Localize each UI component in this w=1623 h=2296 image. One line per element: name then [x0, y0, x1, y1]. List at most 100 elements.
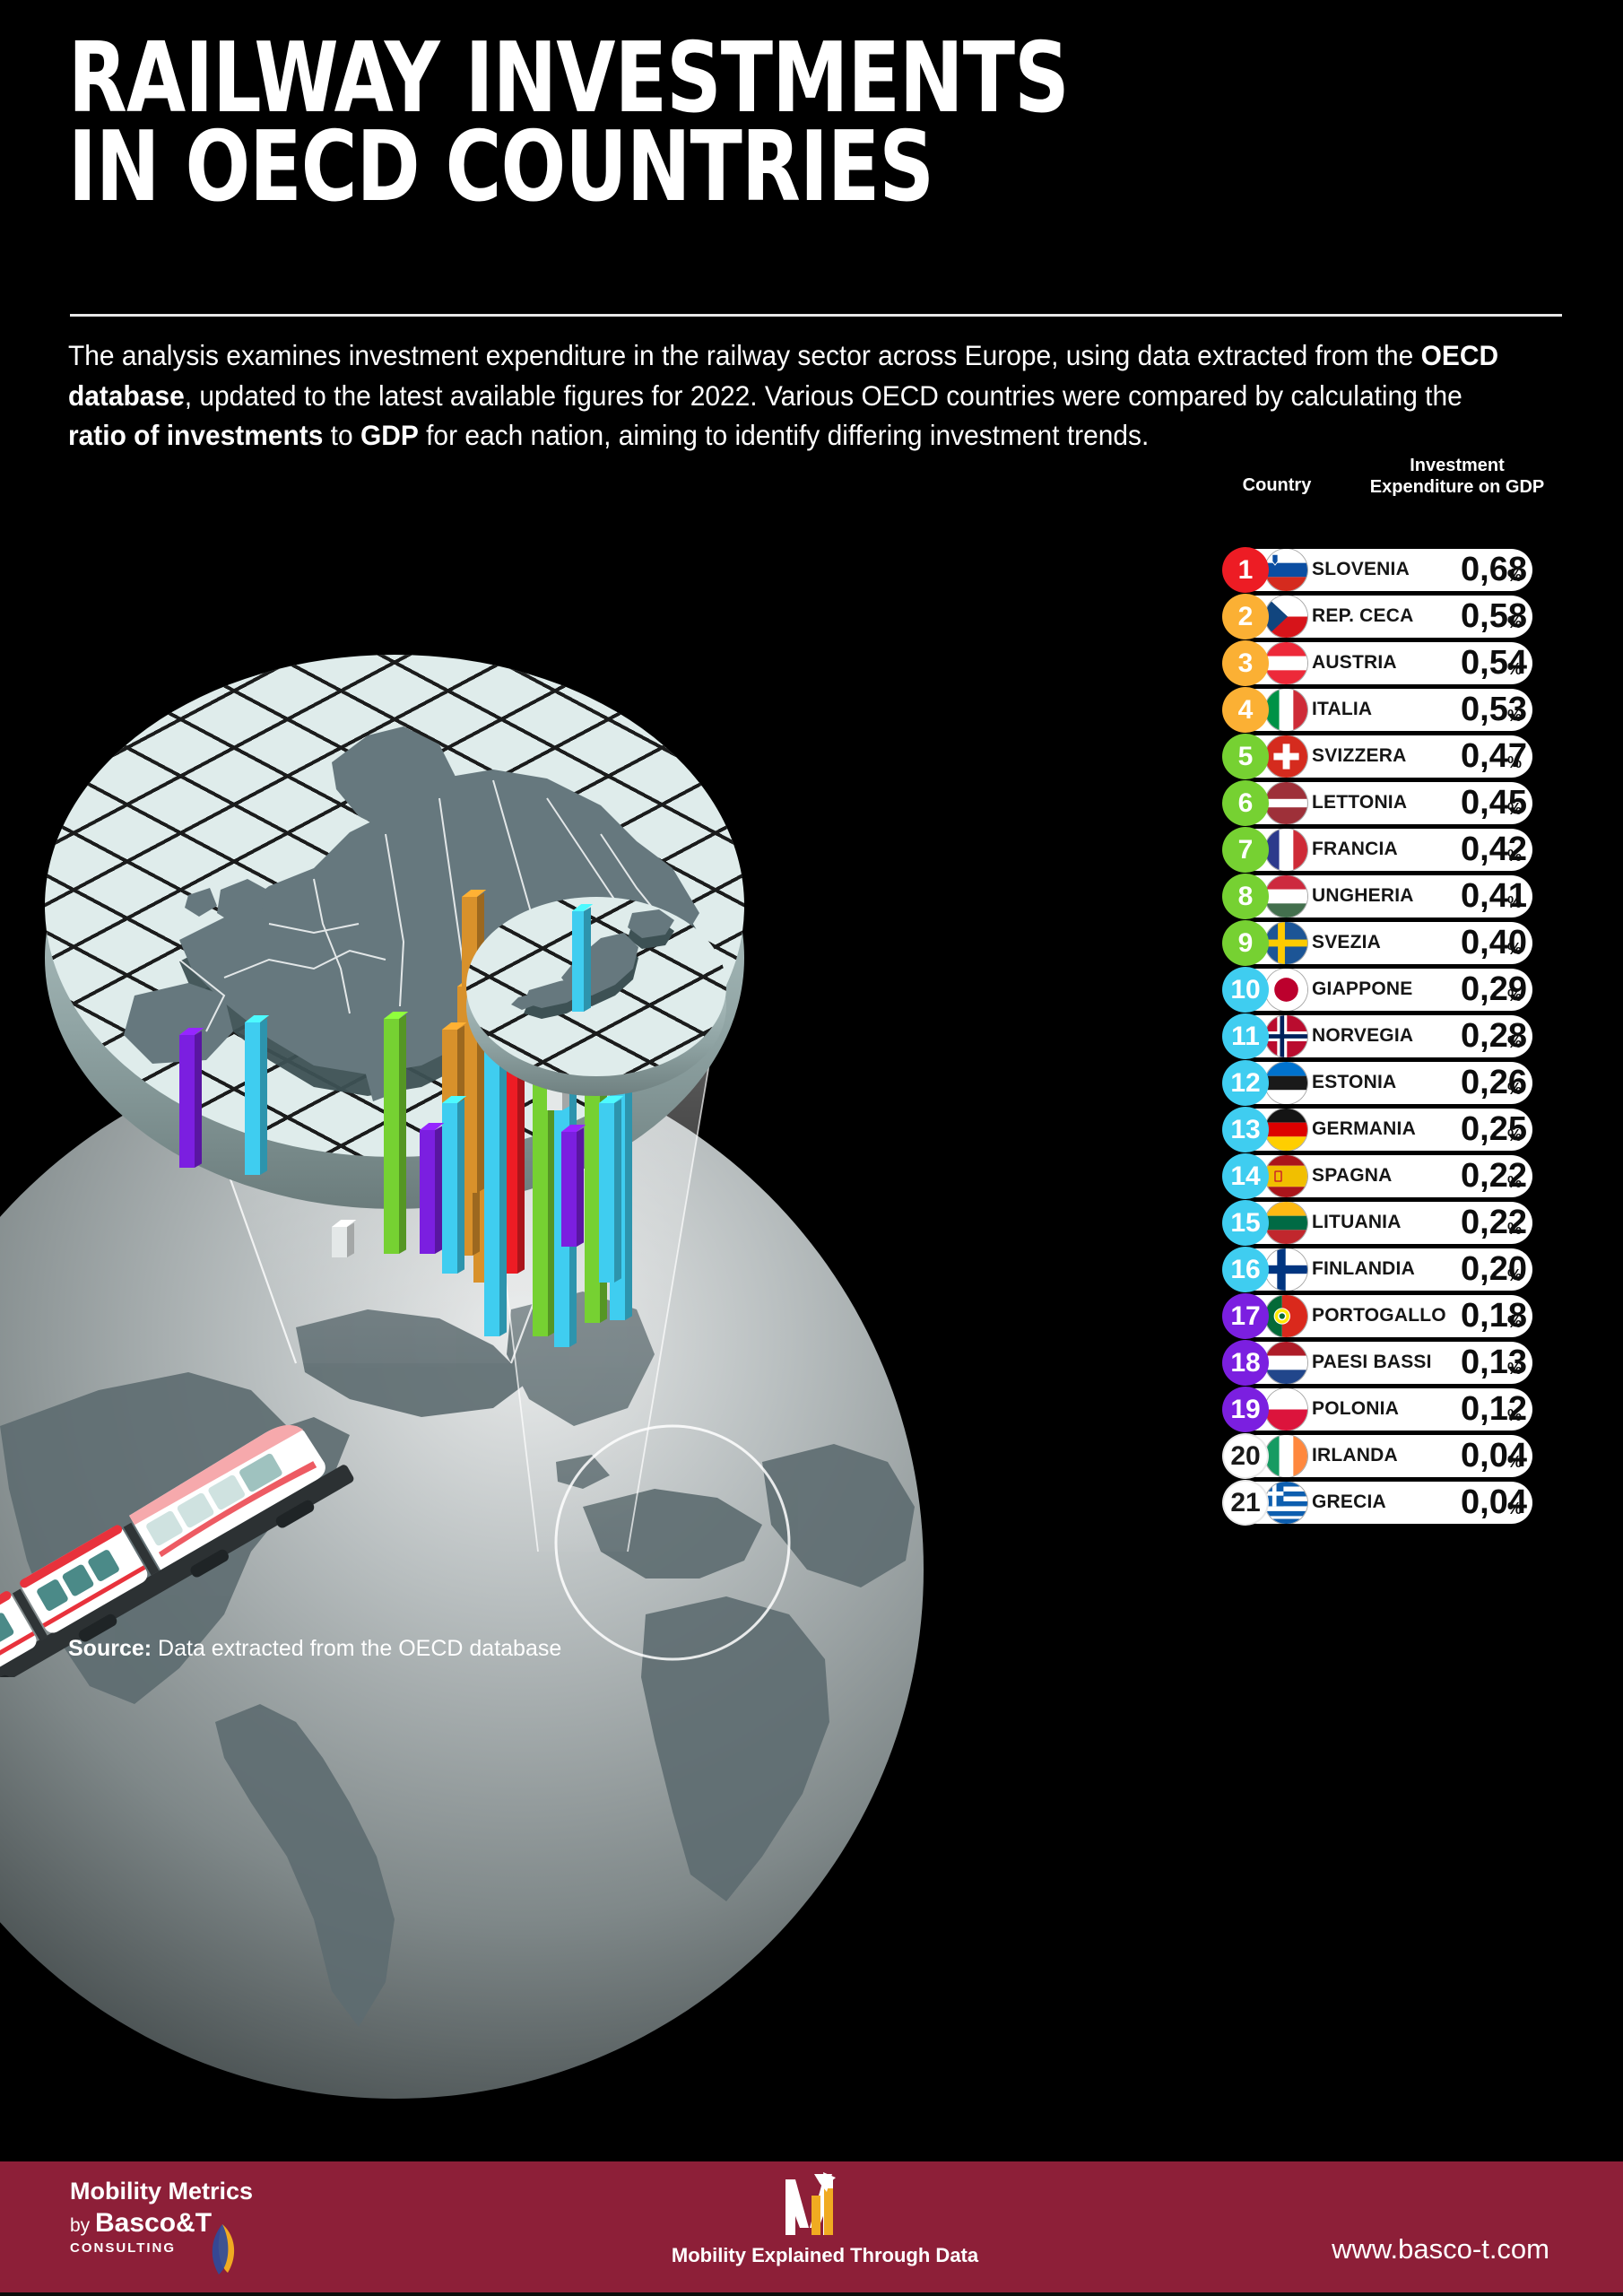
table-row[interactable]: 13 GERMANIA 0,25% — [1222, 1107, 1599, 1153]
country-name: ESTONIA — [1312, 1072, 1397, 1092]
rank-badge: 7 — [1222, 827, 1269, 873]
rank-badge: 16 — [1222, 1247, 1269, 1292]
flag-icon — [1265, 1435, 1307, 1477]
rank-badge: 2 — [1222, 594, 1269, 639]
country-name: IRLANDA — [1312, 1445, 1398, 1465]
map-bar-paesi-bassi — [420, 1123, 445, 1254]
footer-website: www.basco-t.com — [1332, 2233, 1549, 2265]
map-bar-norvegia — [484, 1031, 509, 1336]
brand-name: Basco&T — [95, 2208, 213, 2238]
intro-bold-ratio: ratio of investments — [68, 419, 324, 452]
country-name: SLOVENIA — [1312, 559, 1410, 579]
value-number: 0,04 — [1461, 1483, 1527, 1521]
rank-badge: 5 — [1222, 734, 1269, 779]
flag-icon — [1265, 1202, 1307, 1244]
value-number: 0,20 — [1461, 1250, 1527, 1288]
table-row[interactable]: 15 LITUANIA 0,22% — [1222, 1200, 1599, 1247]
value-number: 0,22 — [1461, 1157, 1527, 1195]
country-name: FINLANDIA — [1312, 1258, 1415, 1279]
brand-line-2: by Basco&T — [70, 2208, 366, 2239]
rank-badge: 6 — [1222, 780, 1269, 826]
percent-symbol: % — [1507, 567, 1523, 585]
value-number: 0,53 — [1461, 691, 1527, 728]
country-name: LITUANIA — [1312, 1212, 1402, 1232]
ranking-list: 1 SLOVENIA 0,68% 2 REP. CECA 0,58% 3 AUSTRIA 0,5… — [1222, 547, 1599, 1526]
country-name: POLONIA — [1312, 1398, 1400, 1419]
table-row[interactable]: 14 SPAGNA 0,22% — [1222, 1153, 1599, 1200]
rank-badge: 1 — [1222, 547, 1269, 593]
table-row[interactable]: 7 FRANCIA 0,42% — [1222, 827, 1599, 874]
flag-icon — [1265, 549, 1307, 591]
table-row[interactable]: 12 ESTONIA 0,26% — [1222, 1060, 1599, 1107]
table-row[interactable]: 3 AUSTRIA 0,54% — [1222, 640, 1599, 687]
intro-text-1: The analysis examines investment expendi… — [68, 339, 1421, 371]
title-divider — [70, 314, 1562, 317]
table-row[interactable]: 5 SVIZZERA 0,47% — [1222, 734, 1599, 780]
percent-symbol: % — [1507, 987, 1523, 1004]
value-number: 0,47 — [1461, 737, 1527, 775]
value-number: 0,28 — [1461, 1017, 1527, 1055]
footer-edge — [0, 2292, 1623, 2296]
rank-badge: 8 — [1222, 874, 1269, 919]
train-illustration — [0, 1425, 354, 1677]
value-number: 0,22 — [1461, 1204, 1527, 1241]
flag-icon — [1265, 735, 1307, 778]
column-header-value-line1: Investment — [1410, 456, 1505, 475]
column-header-value: Investment Expenditure on GDP — [1345, 456, 1569, 498]
table-row[interactable]: 4 ITALIA 0,53% — [1222, 687, 1599, 734]
country-name: AUSTRIA — [1312, 652, 1397, 673]
flag-icon — [1265, 782, 1307, 824]
table-row[interactable]: 6 LETTONIA 0,45% — [1222, 780, 1599, 827]
title-line-1: RAILWAY INVESTMENTS — [68, 22, 1070, 135]
percent-symbol: % — [1507, 1500, 1523, 1518]
flag-icon — [1265, 829, 1307, 871]
table-row[interactable]: 19 POLONIA 0,12% — [1222, 1387, 1599, 1433]
rank-badge: 15 — [1222, 1200, 1269, 1246]
brand-line-1: Mobility Metrics — [70, 2178, 254, 2205]
percent-symbol: % — [1507, 1453, 1523, 1471]
table-row[interactable]: 20 IRLANDA 0,04% — [1222, 1433, 1599, 1480]
table-row[interactable]: 9 SVEZIA 0,40% — [1222, 920, 1599, 967]
percent-symbol: % — [1507, 613, 1523, 631]
table-row[interactable]: 11 NORVEGIA 0,28% — [1222, 1013, 1599, 1060]
value-number: 0,26 — [1461, 1064, 1527, 1101]
source-note: Source: Data extracted from the OECD dat… — [68, 1636, 696, 1662]
value-number: 0,54 — [1461, 644, 1527, 682]
value-number: 0,25 — [1461, 1110, 1527, 1148]
page-title: RAILWAY INVESTMENTS IN OECD COUNTRIES — [68, 30, 1173, 217]
table-row[interactable]: 10 GIAPPONE 0,29% — [1222, 967, 1599, 1013]
country-name: ITALIA — [1312, 699, 1373, 719]
intro-bold-gdp: GDP — [360, 419, 419, 452]
table-row[interactable]: 16 FINLANDIA 0,20% — [1222, 1247, 1599, 1293]
column-header-value-line2: Expenditure on GDP — [1369, 476, 1545, 497]
flag-icon — [1265, 1482, 1307, 1524]
japan-disc-top — [466, 897, 726, 1076]
flag-icon — [1265, 969, 1307, 1011]
table-row[interactable]: 21 GRECIA 0,04% — [1222, 1480, 1599, 1526]
flag-icon — [1265, 1248, 1307, 1291]
country-name: NORVEGIA — [1312, 1025, 1414, 1046]
table-row[interactable]: 18 PAESI BASSI 0,13% — [1222, 1340, 1599, 1387]
value-number: 0,68 — [1461, 551, 1527, 588]
table-row[interactable]: 1 SLOVENIA 0,68% — [1222, 547, 1599, 594]
rank-badge: 19 — [1222, 1387, 1269, 1432]
country-name: PAESI BASSI — [1312, 1352, 1432, 1372]
value-number: 0,40 — [1461, 924, 1527, 961]
flag-icon — [1265, 1388, 1307, 1431]
flag-icon — [1265, 1062, 1307, 1104]
country-name: PORTOGALLO — [1312, 1305, 1446, 1326]
country-name: SPAGNA — [1312, 1165, 1393, 1186]
flag-icon — [1265, 922, 1307, 964]
rank-badge: 21 — [1222, 1480, 1269, 1526]
table-row[interactable]: 17 PORTOGALLO 0,18% — [1222, 1293, 1599, 1340]
table-row[interactable]: 8 UNGHERIA 0,41% — [1222, 874, 1599, 920]
percent-symbol: % — [1507, 707, 1523, 725]
brand-petal-mark — [212, 2224, 235, 2274]
percent-symbol: % — [1507, 1360, 1523, 1378]
intro-text-3: to — [323, 419, 360, 452]
percent-symbol: % — [1507, 1080, 1523, 1098]
table-row[interactable]: 2 REP. CECA 0,58% — [1222, 594, 1599, 640]
flag-icon — [1265, 875, 1307, 918]
value-number: 0,42 — [1461, 831, 1527, 868]
value-number: 0,04 — [1461, 1437, 1527, 1474]
